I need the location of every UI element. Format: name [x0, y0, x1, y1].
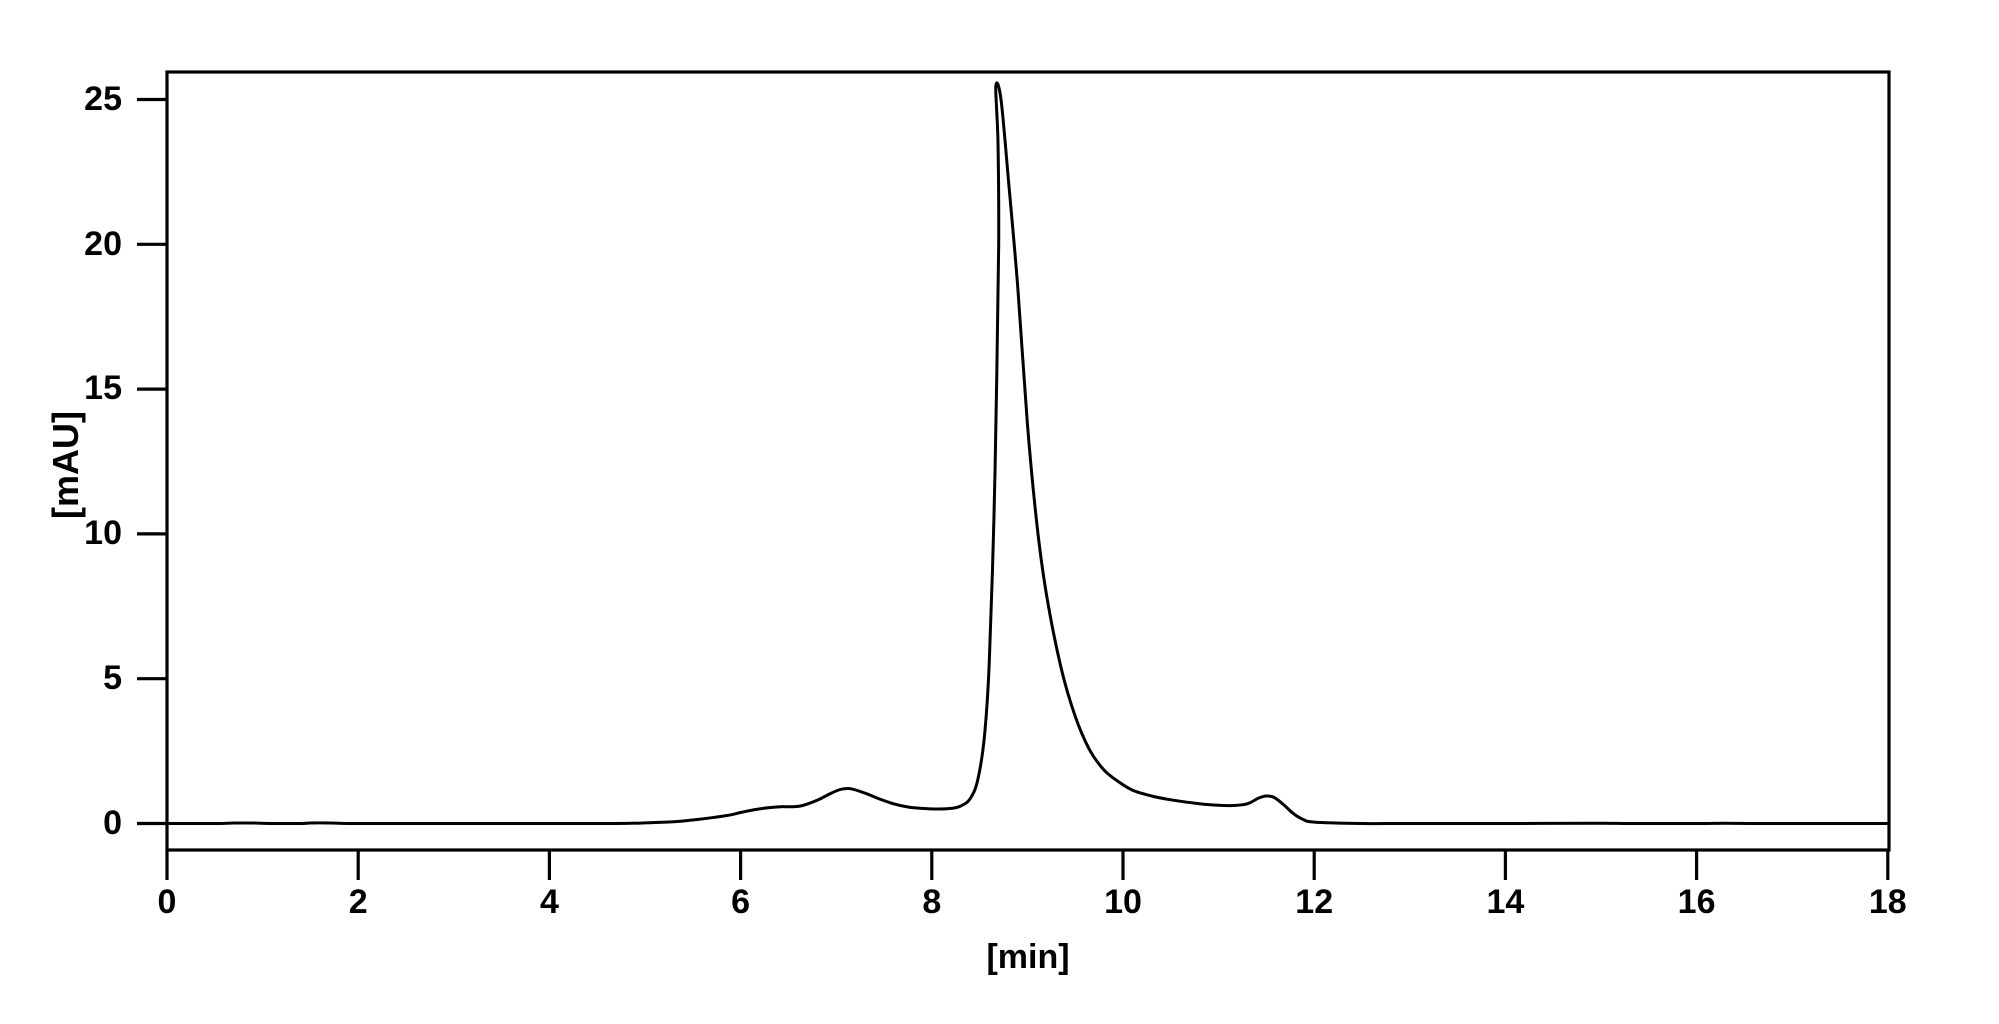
svg-text:10: 10 — [1104, 883, 1142, 921]
svg-text:5: 5 — [103, 659, 122, 697]
svg-text:[mAU]: [mAU] — [45, 411, 86, 519]
svg-text:20: 20 — [84, 225, 122, 263]
svg-text:25: 25 — [84, 80, 122, 118]
svg-text:8: 8 — [922, 883, 941, 921]
svg-text:6: 6 — [731, 883, 750, 921]
svg-text:16: 16 — [1678, 883, 1716, 921]
svg-text:0: 0 — [103, 804, 122, 842]
svg-text:2: 2 — [349, 883, 368, 921]
svg-text:0: 0 — [158, 883, 177, 921]
svg-text:18: 18 — [1869, 883, 1907, 921]
svg-text:10: 10 — [84, 514, 122, 552]
svg-text:4: 4 — [540, 883, 559, 921]
svg-text:15: 15 — [84, 369, 122, 407]
svg-text:[min]: [min] — [986, 938, 1069, 976]
svg-text:14: 14 — [1486, 883, 1524, 921]
svg-text:12: 12 — [1295, 883, 1333, 921]
